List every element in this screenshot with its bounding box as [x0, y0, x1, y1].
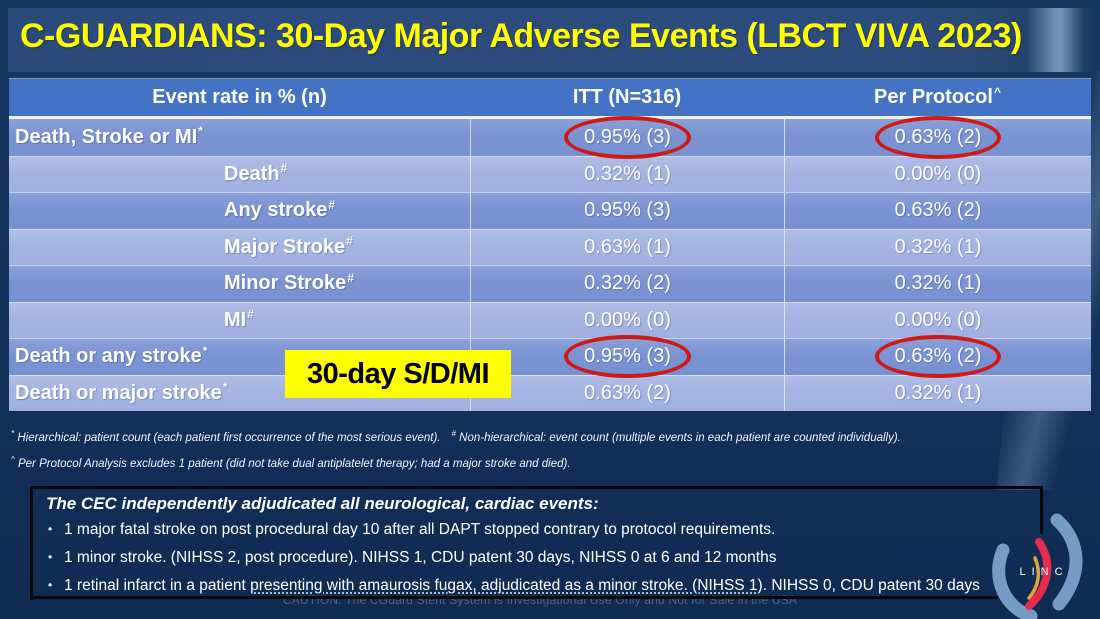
event-label-cell: Death or any stroke * — [15, 343, 208, 368]
pp-value-cell: 0.63% (2) — [784, 193, 1091, 229]
bullet-icon: • — [48, 550, 53, 564]
itt-value-cell: 0.32% (2) — [470, 266, 784, 302]
table-row: Death or major stroke * 0.63% (2) 0.32% (… — [9, 374, 1091, 411]
itt-value-cell: 0.95% (3) — [470, 115, 784, 159]
table-row: Minor Stroke # 0.32% (2) 0.32% (1) — [9, 265, 1091, 302]
itt-value-cell: 0.95% (3) — [470, 193, 784, 229]
bullet-item: • 1 retinal infarct in a patient presenti… — [48, 577, 980, 594]
bullet-icon: • — [48, 578, 53, 592]
cec-box-border-top — [30, 486, 1043, 489]
table-row: Death, Stroke or MI * 0.95% (3) 0.63% (2) — [9, 115, 1091, 159]
linc-logo-text: LINC — [1019, 566, 1069, 578]
cec-box-border-right — [1040, 486, 1043, 534]
itt-value-cell: 0.32% (1) — [470, 156, 784, 192]
table-row: Death # 0.32% (1) 0.00% (0) — [9, 155, 1091, 192]
event-label-cell: Major Stroke # — [224, 234, 353, 258]
bullet-icon: • — [48, 522, 53, 536]
table-row: Any stroke # 0.95% (3) 0.63% (2) — [9, 192, 1091, 229]
superscript: ^ — [11, 455, 15, 465]
red-circle-annotation: 0.95% (3) — [564, 335, 691, 379]
linc-logo-swoosh-icon — [992, 513, 1083, 619]
header-event-rate: Event rate in % (n) — [152, 86, 327, 108]
event-label-cell: Minor Stroke # — [224, 270, 354, 295]
pp-value-cell: 0.32% (1) — [784, 375, 1091, 411]
event-label-cell: Death or major stroke * — [15, 380, 228, 404]
footnote-per-protocol: ^ Per Protocol Analysis excludes 1 patie… — [11, 455, 571, 470]
red-circle-annotation: 0.63% (2) — [874, 115, 1002, 159]
adverse-events-table: Event rate in % (n) ITT (N=316) Per Prot… — [9, 78, 1091, 411]
event-label-cell: MI # — [224, 307, 254, 331]
bullet-item: • 1 minor stroke. (NIHSS 2, post procedur… — [48, 549, 777, 566]
event-label-cell: Death, Stroke or MI * — [15, 124, 203, 148]
itt-value-cell: 0.63% (1) — [470, 229, 784, 265]
pp-value-cell: 0.63% (2) — [784, 115, 1091, 159]
superscript: # — [451, 429, 456, 439]
itt-value-cell: 0.63% (2) — [470, 375, 784, 411]
superscript: * — [11, 429, 15, 439]
cec-box-heading: The CEC independently adjudicated all ne… — [46, 494, 599, 513]
pp-value-cell: 0.63% (2) — [784, 335, 1091, 379]
pp-value-cell: 0.32% (1) — [784, 229, 1091, 265]
table-header-row: Event rate in % (n) ITT (N=316) Per Prot… — [9, 79, 1091, 119]
cec-box-border-bottom — [30, 596, 998, 599]
slide-title: C-GUARDIANS: 30-Day Major Adverse Events… — [20, 17, 1022, 55]
event-label-cell: Any stroke # — [224, 197, 336, 222]
spellcheck-underline-text: presenting with amaurosis fugax, adjudic… — [250, 577, 763, 594]
red-circle-annotation: 0.95% (3) — [564, 115, 691, 159]
title-band — [8, 8, 1092, 72]
header-itt: ITT (N=316) — [572, 86, 682, 108]
bullet-item: • 1 major fatal stroke on post procedural… — [48, 521, 776, 538]
pp-value-cell: 0.00% (0) — [784, 302, 1091, 338]
cec-box-border-left — [30, 486, 33, 600]
header-per-protocol: Per Protocol ^ — [874, 84, 1001, 109]
itt-value-cell: 0.00% (0) — [470, 302, 784, 338]
table-row: Major Stroke # 0.63% (1) 0.32% (1) — [9, 228, 1091, 265]
itt-value-cell: 0.95% (3) — [470, 335, 784, 379]
callout-30-day-sdmi: 30-day S/D/MI — [285, 350, 511, 398]
footnote-hierarchical: * Hierarchical: patient count (each pati… — [11, 429, 901, 444]
event-label-cell: Death # — [224, 161, 288, 185]
table-row: MI # 0.00% (0) 0.00% (0) — [9, 301, 1091, 338]
pp-value-cell: 0.00% (0) — [784, 156, 1091, 192]
pp-value-cell: 0.32% (1) — [784, 266, 1091, 302]
background-streak — [1026, 8, 1084, 72]
red-circle-annotation: 0.63% (2) — [874, 335, 1002, 379]
table-row: Death or any stroke * 0.95% (3) 0.63% (2) — [9, 335, 1091, 379]
